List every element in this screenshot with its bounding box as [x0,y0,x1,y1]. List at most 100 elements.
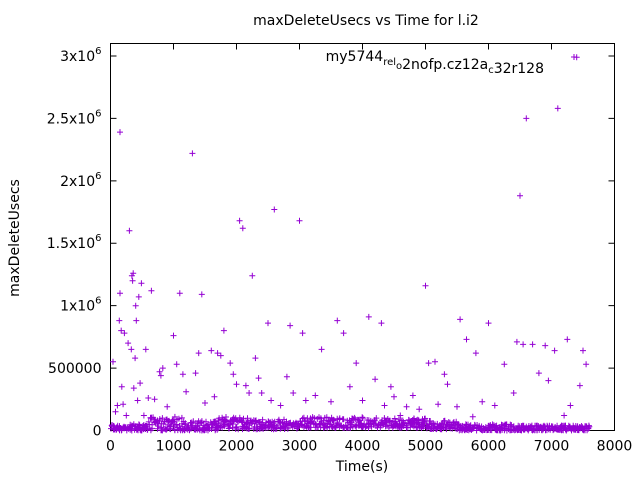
data-point [554,105,561,112]
data-point [249,272,256,279]
data-point [542,342,549,349]
data-point [135,293,142,300]
data-point [132,302,139,309]
data-point [116,317,123,324]
data-point [130,270,137,277]
data-point [192,370,199,377]
data-point [138,280,145,287]
data-point [296,217,303,224]
data-point [346,383,353,390]
data-point [510,390,517,396]
data-point [472,350,479,357]
data-point [220,327,227,334]
data-point [485,320,492,327]
y-tick-label: 500000 [48,361,101,377]
data-point [441,371,448,378]
data-point [535,370,542,377]
data-point [164,403,171,410]
data-point [159,365,166,372]
data-point [551,347,558,354]
data-point [576,382,583,389]
data-point [117,290,123,297]
x-axis-title: Time(s) [335,459,388,475]
data-point [242,382,249,389]
data-point [469,413,476,420]
data-point [258,390,265,396]
data-point [134,397,141,404]
data-point [425,360,432,367]
data-point [397,412,404,419]
data-point [567,402,574,409]
data-point [198,291,205,298]
data-point [157,372,164,379]
data-point [365,313,372,320]
data-point [189,150,196,157]
x-tick-label: 8000 [597,439,633,455]
data-point [529,341,536,348]
data-point [211,393,218,400]
data-point [340,330,347,337]
data-point [252,355,259,362]
data-point [126,227,133,234]
data-point [227,360,234,367]
x-tick-label: 7000 [534,439,570,455]
data-point [137,380,144,387]
x-tick-label: 3000 [282,439,318,455]
data-point [561,412,568,419]
data-point [283,373,290,380]
legend-symbol [571,54,577,60]
x-tick-label: 4000 [345,439,381,455]
chart-title: maxDeleteUsecs vs Time for l.i2 [253,13,479,29]
data-point [123,412,130,419]
data-point [117,129,123,136]
y-tick-label: 3x106 [60,46,101,65]
data-point [114,402,121,409]
data-point [328,398,334,405]
data-point [183,388,190,395]
x-tick-label: 5000 [408,439,444,455]
series-points [108,54,593,430]
y-tick-label: 0 [93,424,102,440]
data-point [432,358,438,365]
x-tick-label: 6000 [471,439,507,455]
data-point [236,217,243,224]
data-point [520,341,527,348]
data-point [156,368,163,375]
data-point [173,361,180,368]
x-tick-label: 1000 [156,439,192,455]
data-point [312,392,319,399]
data-point [217,352,224,359]
data-point [403,403,410,410]
data-point [145,395,152,401]
data-point [125,340,132,347]
data-point [444,381,451,388]
dense-band [108,413,592,434]
data-point [195,350,202,357]
data-point [416,406,423,413]
data-point [435,401,442,408]
data-point [140,412,147,419]
data-point [586,423,593,430]
data-point [118,327,125,334]
data-point [299,330,306,337]
data-point [246,390,253,396]
y-axis-title: maxDeleteUsecs [7,179,23,297]
data-point [583,361,590,368]
data-point [108,422,115,429]
x-axis: 0 1000 2000 3000 4000 5000 6000 7000 8000 [106,43,633,455]
data-point [121,330,128,337]
data-point [287,322,294,329]
y-tick-label: 1.5x106 [47,233,102,252]
data-point [271,206,278,213]
data-point [372,376,379,383]
data-point [179,371,186,378]
data-point [233,381,240,388]
data-point [142,346,149,353]
data-point [359,397,366,404]
data-point [129,277,136,284]
data-point [230,371,237,378]
data-point [378,320,385,327]
data-point [239,225,246,232]
x-tick-label: 0 [106,439,115,455]
